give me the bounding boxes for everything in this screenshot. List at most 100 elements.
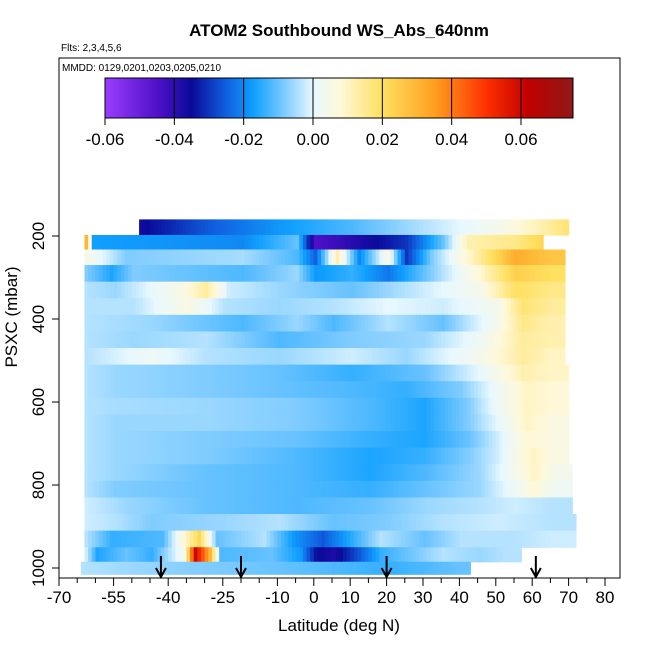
heatmap-cell (230, 397, 235, 416)
heatmap-cell (455, 265, 460, 283)
heatmap-cell (317, 314, 322, 333)
heatmap-cell (470, 431, 475, 449)
heatmap-cell (393, 364, 399, 382)
heatmap-cell (506, 364, 511, 382)
heatmap-cell (466, 514, 471, 532)
heatmap-cell (324, 464, 329, 482)
heatmap-cell (295, 281, 300, 299)
heatmap-cell (288, 381, 293, 399)
heatmap-cell (444, 219, 450, 236)
heatmap-cell (495, 331, 501, 349)
heatmap-cell (430, 281, 435, 299)
heatmap-cell (375, 414, 380, 432)
heatmap-cell (495, 414, 501, 432)
heatmap-cell (561, 397, 566, 416)
heatmap-cell (270, 298, 275, 316)
heatmap-cell (120, 234, 126, 251)
heatmap-cell (459, 348, 464, 366)
heatmap-cell (473, 364, 479, 382)
heatmap-cell (251, 281, 257, 299)
heatmap-cell (353, 547, 359, 563)
heatmap-cell (168, 464, 173, 482)
heatmap-cell (109, 431, 115, 449)
heatmap-cell (495, 514, 501, 532)
heatmap-cell (459, 447, 464, 465)
heatmap-cell (539, 397, 544, 416)
heatmap-cell (95, 530, 100, 548)
heatmap-cell (379, 381, 384, 399)
heatmap-cell (539, 414, 544, 432)
heatmap-cell (441, 397, 446, 416)
heatmap-cell (208, 547, 213, 563)
heatmap-cell (423, 298, 428, 316)
heatmap-cell (310, 561, 315, 575)
heatmap-cell (146, 497, 151, 515)
heatmap-cell (168, 480, 173, 499)
heatmap-cell (459, 414, 464, 432)
heatmap-cell (106, 348, 111, 366)
heatmap-cell (99, 530, 104, 548)
heatmap-cell (262, 364, 268, 382)
heatmap-cell (237, 265, 242, 283)
heatmap-cell (488, 265, 493, 283)
colorbar-tick-label: -0.04 (155, 130, 194, 149)
heatmap-cell (284, 497, 289, 515)
heatmap-cell (554, 497, 559, 515)
heatmap-cell (328, 514, 333, 532)
heatmap-cell (251, 364, 257, 382)
heatmap-cell (142, 397, 147, 416)
heatmap-cell (266, 530, 271, 548)
heatmap-cell (364, 414, 369, 432)
heatmap-cell (321, 530, 326, 548)
x-tick-label: 40 (450, 588, 469, 607)
heatmap-cell (415, 561, 420, 575)
heatmap-cell (335, 265, 340, 283)
heatmap-cell (193, 530, 198, 548)
heatmap-cell (382, 331, 388, 349)
heatmap-cell (259, 561, 264, 575)
heatmap-cell (463, 348, 468, 366)
heatmap-cell (168, 314, 173, 333)
heatmap-cell (382, 447, 388, 465)
heatmap-cell (102, 249, 107, 266)
heatmap-cell (146, 431, 151, 449)
heatmap-cell (306, 314, 311, 333)
heatmap-cell (426, 431, 431, 449)
heatmap-cell (117, 331, 122, 349)
heatmap-cell (452, 298, 457, 316)
heatmap-cell (448, 530, 453, 548)
heatmap-cell (313, 348, 319, 366)
heatmap-cell (284, 464, 289, 482)
x-tick-label: -40 (156, 588, 181, 607)
heatmap-cell (332, 397, 337, 416)
heatmap-cell (346, 431, 351, 449)
heatmap-cell (277, 331, 282, 349)
heatmap-cell (433, 497, 439, 515)
heatmap-cell (324, 348, 329, 366)
heatmap-cell (463, 414, 468, 432)
heatmap-cell (459, 331, 464, 349)
heatmap-cell (208, 331, 213, 349)
heatmap-cell (375, 397, 380, 416)
heatmap-cell (342, 464, 348, 482)
heatmap-cell (433, 348, 439, 366)
heatmap-cell (564, 381, 570, 399)
heatmap-cell (204, 431, 209, 449)
heatmap-cell (350, 447, 355, 465)
heatmap-cell (499, 464, 504, 482)
heatmap-cell (277, 464, 282, 482)
heatmap-cell (230, 314, 235, 333)
y-tick-label: 1000 (29, 549, 48, 587)
heatmap-cell (321, 331, 326, 349)
heatmap-cell (321, 414, 326, 432)
heatmap-cell (208, 480, 213, 499)
heatmap-cell (477, 381, 482, 399)
heatmap-cell (248, 431, 253, 449)
heatmap-cell (91, 364, 96, 382)
heatmap-cell (561, 480, 566, 499)
heatmap-cell (466, 381, 471, 399)
heatmap-cell (379, 514, 384, 532)
heatmap-cell (244, 219, 249, 236)
heatmap-cell (350, 281, 355, 299)
heatmap-cell (321, 281, 326, 299)
